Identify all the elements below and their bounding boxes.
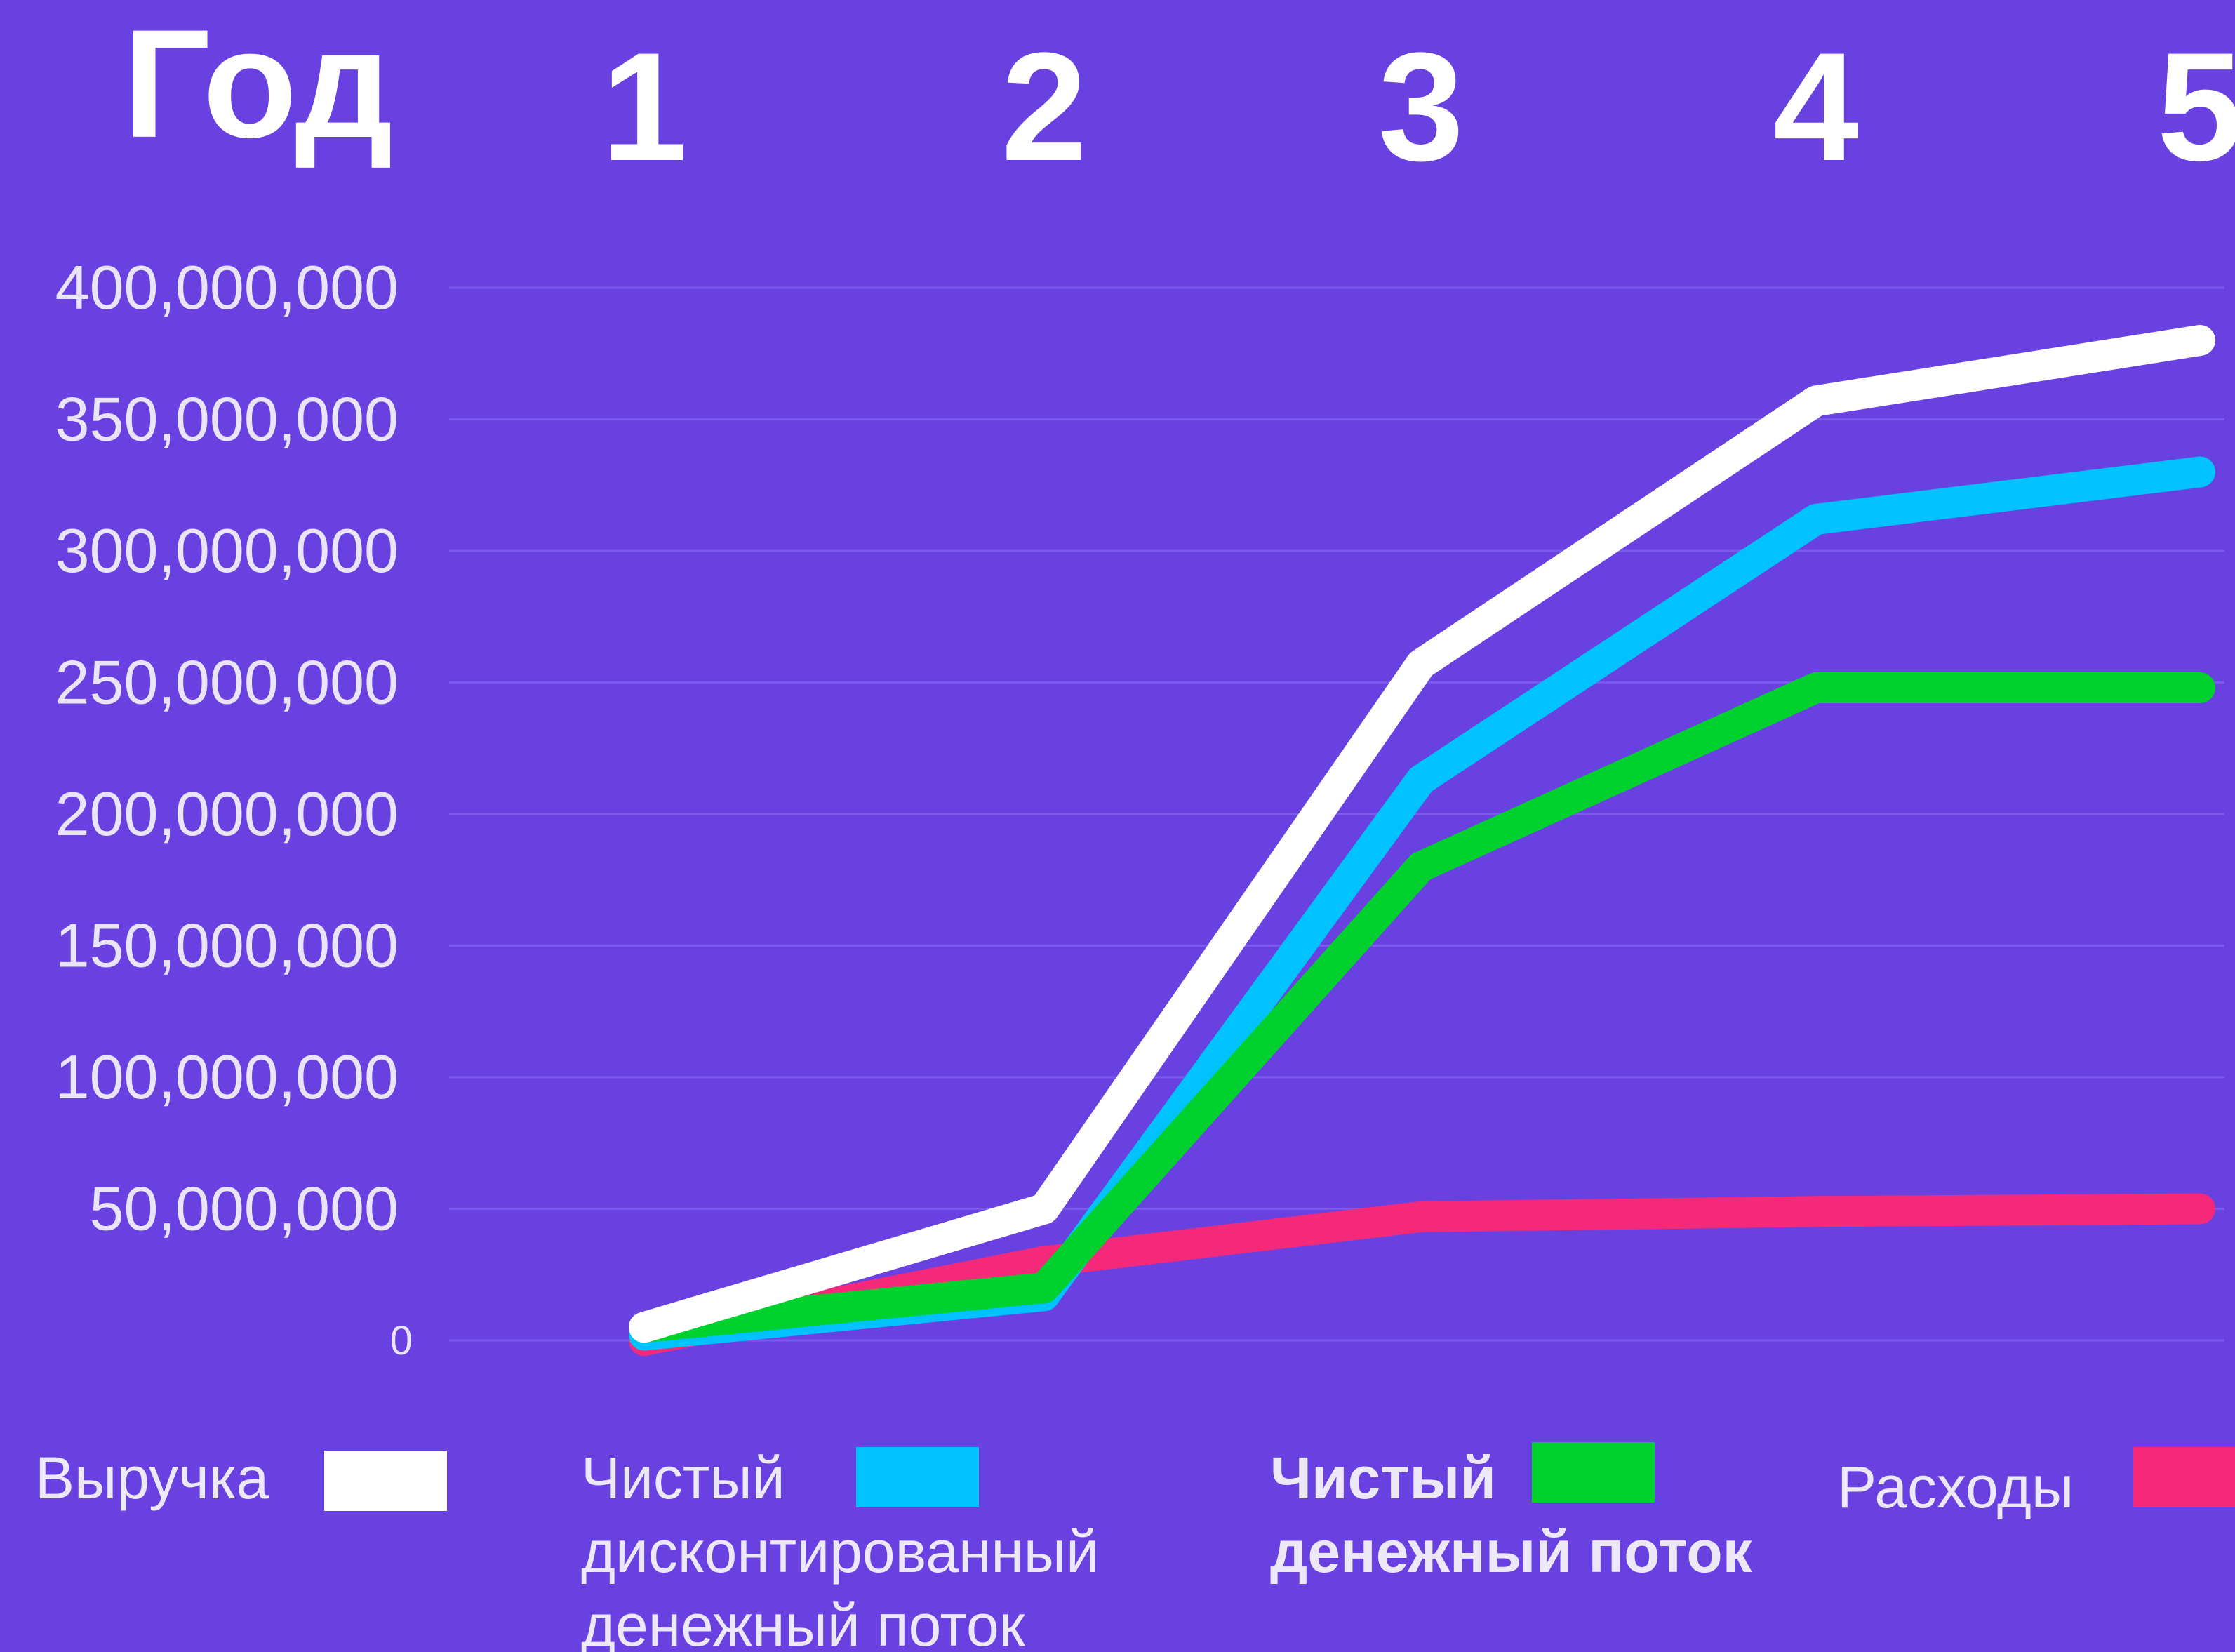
x-tick-label: 3 — [1378, 20, 1464, 193]
y-tick-label: 0 — [390, 1318, 413, 1364]
series-line-2 — [629, 672, 2215, 1343]
y-tick-label: 400,000,000 — [55, 253, 399, 322]
y-tick-label: 350,000,000 — [55, 385, 399, 454]
y-tick-label: 100,000,000 — [55, 1042, 399, 1112]
legend-item-3: Расходы — [1837, 1447, 2235, 1520]
grid — [449, 286, 2224, 1342]
legend-item-0: Выручка — [35, 1445, 447, 1511]
x-axis-labels: 1 2 3 4 5 — [601, 20, 2235, 193]
legend-label: Выручка — [35, 1445, 269, 1511]
series-line-0 — [629, 325, 2215, 1343]
y-tick-label: 250,000,000 — [55, 648, 399, 717]
legend-swatch — [1532, 1442, 1655, 1503]
x-tick-label: 2 — [1001, 20, 1087, 193]
y-tick-label: 150,000,000 — [55, 911, 399, 980]
x-tick-label: 4 — [1773, 20, 1859, 193]
x-tick-label: 5 — [2157, 20, 2235, 193]
legend-label: дисконтированный — [581, 1519, 1099, 1585]
x-tick-label: 1 — [601, 20, 687, 193]
series-lines — [629, 325, 2215, 1356]
legend-swatch — [324, 1451, 447, 1511]
legend-swatch — [2133, 1447, 2235, 1507]
legend-label: Чистый — [581, 1445, 785, 1511]
legend: Выручка Чистый дисконтированный денежный по… — [35, 1442, 2235, 1652]
x-axis-header: Год — [123, 0, 393, 170]
y-tick-label: 50,000,000 — [90, 1174, 399, 1244]
legend-item-1: Чистый дисконтированный денежный поток — [581, 1445, 1099, 1652]
y-axis-ticks: 0 50,000,000 100,000,000 150,000,000 200,000… — [55, 253, 413, 1364]
legend-label: денежный поток — [581, 1592, 1026, 1652]
y-tick-label: 200,000,000 — [55, 779, 399, 848]
y-tick-label: 300,000,000 — [55, 516, 399, 585]
legend-item-2: Чистый денежный поток — [1270, 1442, 1753, 1585]
legend-label: Расходы — [1837, 1454, 2074, 1520]
legend-label: Чистый — [1270, 1445, 1496, 1511]
legend-label: денежный поток — [1270, 1519, 1753, 1585]
legend-swatch — [856, 1447, 979, 1507]
